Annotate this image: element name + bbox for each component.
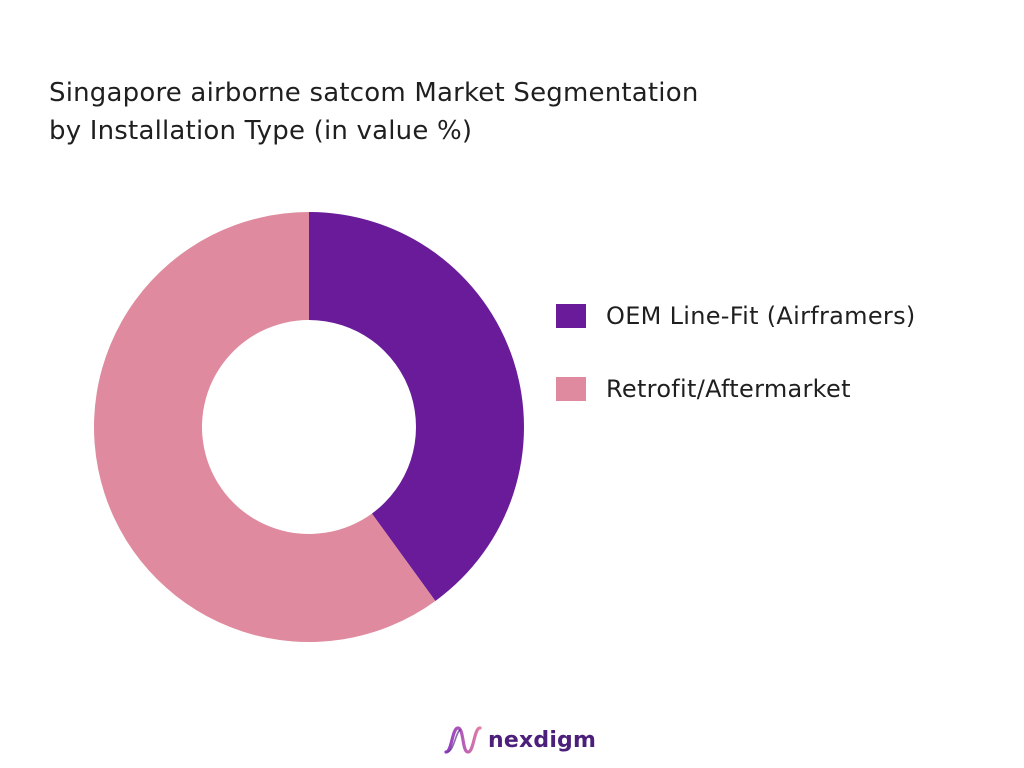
chart-title-line-1: Singapore airborne satcom Market Segment… [49, 78, 699, 108]
brand-logo: nexdigm [444, 722, 596, 758]
brand-name: nexdigm [488, 727, 597, 753]
chart-legend: OEM Line-Fit (Airframers) Retrofit/After… [556, 298, 916, 444]
legend-item-retrofit-aftermarket: Retrofit/Aftermarket [556, 371, 916, 407]
nexdigm-logo-icon [444, 726, 482, 754]
donut-slice-retrofit-aftermarket [94, 212, 436, 642]
legend-label-oem-line-fit: OEM Line-Fit (Airframers) [606, 302, 916, 330]
legend-label-retrofit-aftermarket: Retrofit/Aftermarket [606, 375, 851, 403]
chart-title-line-2: by Installation Type (in value %) [49, 116, 473, 146]
legend-swatch-retrofit-aftermarket [556, 377, 586, 401]
legend-item-oem-line-fit: OEM Line-Fit (Airframers) [556, 298, 916, 334]
donut-slice-oem-line-fit-airframers [309, 212, 525, 601]
chart-title: Singapore airborne satcom Market Segment… [49, 74, 809, 150]
legend-swatch-oem-line-fit [556, 304, 586, 328]
